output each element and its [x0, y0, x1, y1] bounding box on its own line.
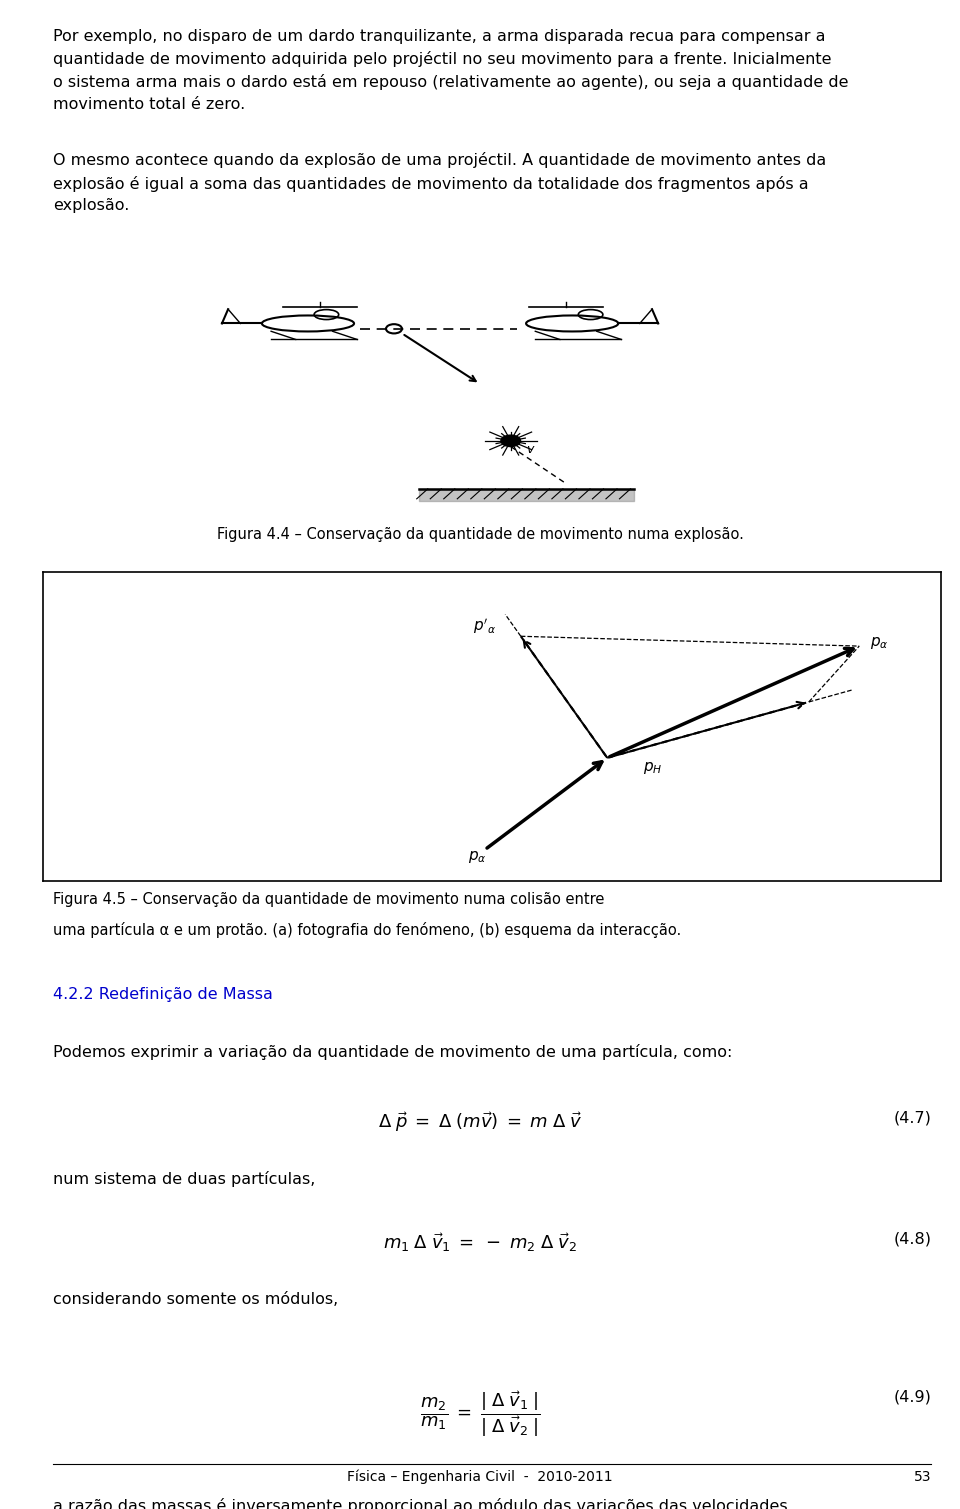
Text: $m_1\;\Delta\;\vec{v}_1\;=\;-\;m_2\;\Delta\;\vec{v}_2$: $m_1\;\Delta\;\vec{v}_1\;=\;-\;m_2\;\Del…: [383, 1231, 577, 1254]
Text: Por exemplo, no disparo de um dardo tranquilizante, a arma disparada recua para : Por exemplo, no disparo de um dardo tran…: [53, 29, 849, 112]
Text: α: α: [47, 720, 57, 733]
Text: $p'_\alpha$: $p'_\alpha$: [473, 617, 496, 637]
Text: Física – Engenharia Civil  -  2010-2011: Física – Engenharia Civil - 2010-2011: [348, 1470, 612, 1485]
Text: considerando somente os módulos,: considerando somente os módulos,: [53, 1292, 338, 1307]
Text: v: v: [526, 444, 534, 456]
Text: $p_\alpha$: $p_\alpha$: [870, 635, 889, 650]
Text: (b): (b): [669, 856, 689, 869]
Text: α: α: [221, 584, 230, 598]
Text: Figura 4.4 – Conservação da quantidade de movimento numa explosão.: Figura 4.4 – Conservação da quantidade d…: [217, 527, 743, 542]
Text: 53: 53: [914, 1470, 931, 1483]
Text: $\Delta\;\vec{p}\;=\;\Delta\;(m\vec{v})\;=\;m\;\Delta\;\vec{v}$: $\Delta\;\vec{p}\;=\;\Delta\;(m\vec{v})\…: [378, 1111, 582, 1135]
Text: a razão das massas é inversamente proporcional ao módulo das variações das veloc: a razão das massas é inversamente propor…: [53, 1498, 793, 1509]
Text: (4.8): (4.8): [893, 1231, 931, 1246]
Text: $\dfrac{m_2}{m_1}\;=\;\dfrac{|\;\Delta\;\vec{v}_1\;|}{|\;\Delta\;\vec{v}_2\;|}$: $\dfrac{m_2}{m_1}\;=\;\dfrac{|\;\Delta\;…: [420, 1390, 540, 1440]
Text: (a): (a): [221, 856, 240, 869]
Text: Figura 4.5 – Conservação da quantidade de movimento numa colisão entre: Figura 4.5 – Conservação da quantidade d…: [53, 892, 604, 907]
Text: O mesmo acontece quando da explosão de uma projéctil. A quantidade de movimento : O mesmo acontece quando da explosão de u…: [53, 152, 826, 213]
Text: $p_H$: $p_H$: [643, 761, 662, 776]
Circle shape: [501, 435, 520, 447]
Text: H: H: [410, 705, 420, 718]
Text: $p_\alpha$: $p_\alpha$: [468, 848, 487, 865]
Text: 4.2.2 Redefinição de Massa: 4.2.2 Redefinição de Massa: [53, 987, 273, 1002]
Text: num sistema de duas partículas,: num sistema de duas partículas,: [53, 1171, 315, 1188]
Text: Podemos exprimir a variação da quantidade de movimento de uma partícula, como:: Podemos exprimir a variação da quantidad…: [53, 1044, 732, 1061]
Text: (4.9): (4.9): [894, 1390, 931, 1405]
Text: (4.7): (4.7): [894, 1111, 931, 1126]
Text: uma partícula α e um protão. (a) fotografia do fenómeno, (b) esquema da interacç: uma partícula α e um protão. (a) fotogra…: [53, 922, 681, 939]
